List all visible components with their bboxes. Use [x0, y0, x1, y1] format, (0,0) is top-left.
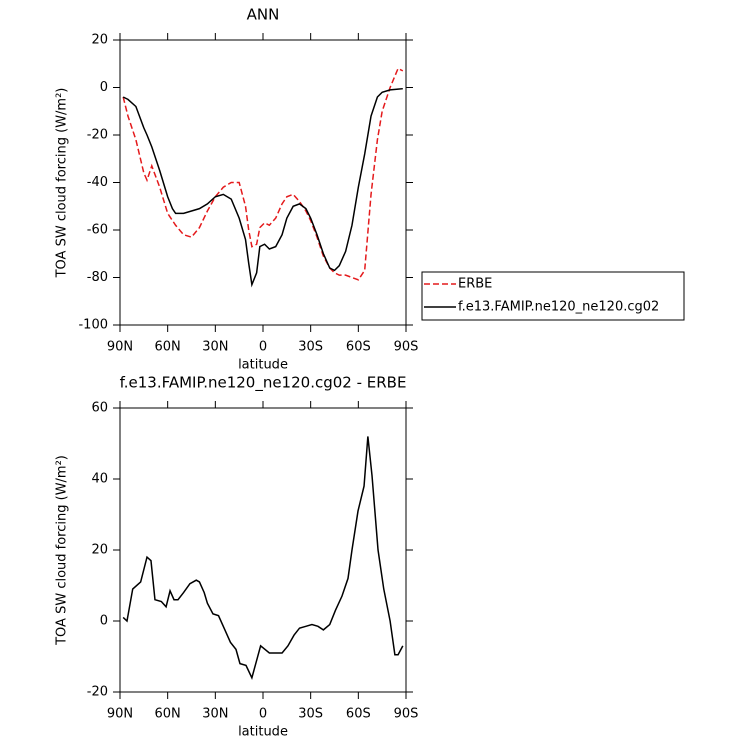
- data-line: [122, 67, 404, 281]
- chart-title: f.e13.FAMIP.ne120_ne120.cg02 - ERBE: [120, 374, 407, 393]
- y-tick-label: -100: [78, 318, 108, 333]
- y-tick-label: -20: [87, 128, 108, 143]
- y-tick-label: -60: [87, 223, 108, 238]
- x-tick-label: 90S: [394, 340, 419, 355]
- x-tick-label: 60S: [346, 707, 371, 722]
- x-tick-label: 60S: [346, 340, 371, 355]
- x-tick-label: 90N: [107, 707, 133, 722]
- y-axis-label: TOA SW cloud forcing (W/m²): [55, 88, 70, 279]
- x-tick-label: 30N: [202, 340, 228, 355]
- data-line: [122, 436, 404, 680]
- data-line: [122, 87, 403, 288]
- chart-title: ANN: [247, 6, 280, 24]
- x-tick-label: 60N: [155, 340, 181, 355]
- x-tick-label: 0: [259, 707, 267, 722]
- y-tick-label: -20: [87, 685, 108, 700]
- panel: ANN latitude TOA SW cloud forcing (W/m²) -1…: [55, 6, 685, 373]
- plot-frame: [119, 407, 407, 693]
- x-tick-label: 30S: [298, 340, 323, 355]
- legend-box: [421, 271, 685, 321]
- x-axis-label: latitude: [238, 725, 288, 740]
- y-tick-label: -40: [87, 175, 108, 190]
- x-tick-label: 30N: [202, 707, 228, 722]
- x-tick-label: 90N: [107, 340, 133, 355]
- y-axis-label: TOA SW cloud forcing (W/m²): [55, 455, 70, 646]
- y-tick-label: 0: [100, 80, 108, 95]
- y-tick-label: -80: [87, 270, 108, 285]
- panel: f.e13.FAMIP.ne120_ne120.cg02 - ERBE latit…: [55, 374, 419, 740]
- y-tick-label: 20: [91, 543, 108, 558]
- legend-label: f.e13.FAMIP.ne120_ne120.cg02: [458, 300, 659, 315]
- x-tick-label: 90S: [394, 707, 419, 722]
- y-tick-label: 60: [91, 401, 108, 416]
- x-tick-label: 30S: [298, 707, 323, 722]
- y-tick-label: 40: [91, 472, 108, 487]
- x-tick-label: 0: [259, 340, 267, 355]
- y-tick-label: 20: [91, 33, 108, 48]
- x-axis-label: latitude: [238, 358, 288, 373]
- legend-label: ERBE: [458, 277, 492, 292]
- x-tick-label: 60N: [155, 707, 181, 722]
- y-tick-label: 0: [100, 614, 108, 629]
